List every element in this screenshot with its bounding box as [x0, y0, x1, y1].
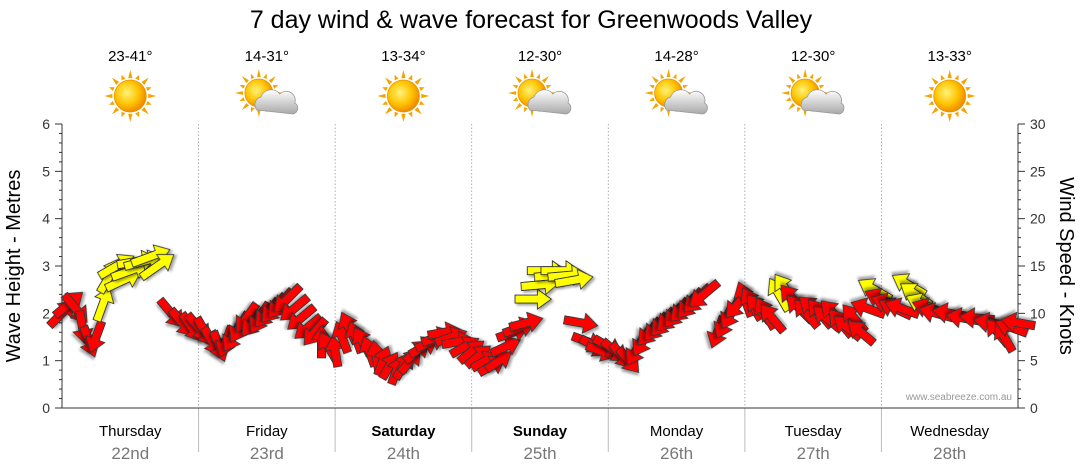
day-name-label: Monday — [650, 423, 704, 440]
day-temperature: 23-41° — [108, 48, 152, 65]
day-temperature: 12-30° — [791, 48, 835, 65]
left-tick-label: 2 — [42, 305, 50, 321]
right-tick-label: 0 — [1030, 400, 1038, 416]
sun-icon — [104, 70, 157, 122]
day-name-label: Saturday — [371, 423, 436, 440]
day-name-label: Friday — [246, 423, 288, 440]
left-tick-label: 3 — [42, 258, 50, 274]
day-date-label: 24th — [387, 444, 420, 463]
wind-arrow — [508, 311, 544, 333]
day-temperature: 13-33° — [928, 48, 972, 65]
wind-arrow — [273, 282, 304, 313]
day-name-label: Sunday — [513, 423, 568, 440]
right-tick-label: 15 — [1030, 258, 1046, 274]
wind-arrow — [483, 351, 513, 374]
wind-arrow — [760, 304, 788, 335]
left-tick-label: 1 — [42, 353, 50, 369]
wind-arrow — [884, 297, 921, 319]
day-temperature: 13-34° — [381, 48, 425, 65]
wind-arrow — [847, 321, 877, 347]
day-date-label: 26th — [660, 444, 693, 463]
left-tick-label: 4 — [42, 211, 50, 227]
x-axis-day-labels: Thursday 22nd Friday 23rd Saturday 24th Sunday… — [99, 423, 990, 463]
wind-arrow — [489, 336, 522, 358]
sun-cloud-icon — [644, 69, 708, 117]
sun-cloud-icon — [508, 69, 572, 117]
chart-grid — [198, 124, 882, 452]
day-forecast-header: 23-41° 14-31° 13-34° 12-30° 14-28° 12-30° 13-3… — [104, 48, 976, 122]
left-axis-label: Wave Height - Metres — [3, 170, 25, 363]
wind-arrow — [92, 286, 115, 323]
chart-title: 7 day wind & wave forecast for Greenwood… — [250, 6, 813, 34]
left-tick-label: 5 — [42, 163, 50, 179]
right-tick-label: 25 — [1030, 163, 1046, 179]
wind-arrow — [554, 268, 594, 291]
day-temperature: 14-28° — [654, 48, 698, 65]
left-axis-ticks: 0 1 2 3 4 5 6 — [42, 116, 62, 416]
day-temperature: 12-30° — [518, 48, 562, 65]
sun-cloud-icon — [781, 69, 845, 117]
day-name-label: Thursday — [99, 423, 162, 440]
wind-arrow — [85, 319, 107, 354]
day-date-label: 27th — [797, 444, 830, 463]
wind-arrow — [514, 288, 553, 310]
day-date-label: 28th — [933, 444, 966, 463]
day-name-label: Wednesday — [910, 423, 989, 440]
sun-icon — [377, 70, 430, 122]
day-temperature: 14-31° — [245, 48, 289, 65]
right-tick-label: 10 — [1030, 305, 1046, 321]
sun-cloud-icon — [234, 69, 299, 117]
day-date-label: 22nd — [111, 444, 149, 463]
right-axis-ticks: 0 5 10 15 20 25 30 — [1018, 116, 1046, 416]
wind-arrow — [562, 312, 599, 334]
right-axis-label: Wind Speed - Knots — [1055, 177, 1077, 355]
right-tick-label: 30 — [1030, 116, 1046, 132]
left-tick-label: 6 — [42, 116, 50, 132]
left-tick-label: 0 — [42, 400, 50, 416]
right-tick-label: 5 — [1030, 353, 1038, 369]
day-name-label: Tuesday — [785, 423, 842, 440]
wind-arrow — [689, 278, 722, 307]
day-date-label: 25th — [523, 444, 556, 463]
wind-arrow-series — [46, 244, 1037, 386]
right-tick-label: 20 — [1030, 211, 1046, 227]
wind-arrow — [138, 254, 175, 282]
sun-icon — [923, 70, 976, 122]
wind-arrow — [1000, 311, 1037, 334]
watermark: www.seabreeze.com.au — [905, 392, 1012, 403]
day-date-label: 23rd — [250, 444, 284, 463]
